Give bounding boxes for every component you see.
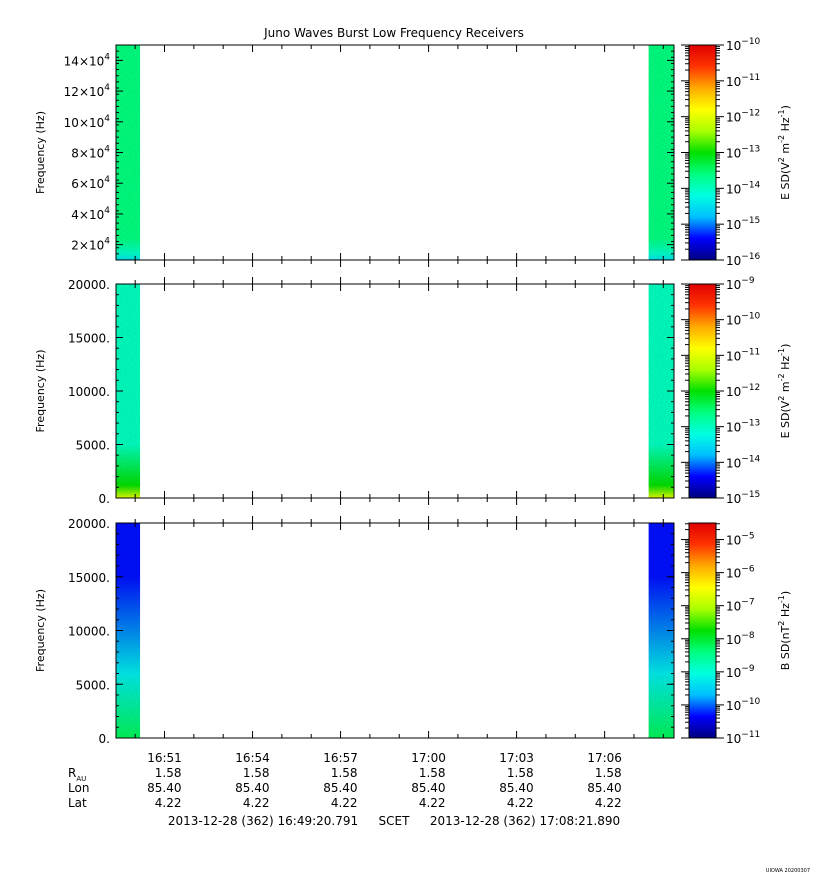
colorbar-label: E SD(V2 m-2 Hz-1) — [777, 105, 792, 200]
colorbar-label: B SD(nT2 Hz-1) — [777, 591, 792, 670]
plot-area — [116, 284, 674, 498]
version-stamp: UIOWA 20200307 — [766, 868, 810, 874]
footer-start-time: 2013-12-28 (362) 16:49:20.791 — [168, 814, 358, 828]
colorbar-tick-label: 10−14 — [726, 180, 761, 196]
x-tick-label: 17:00 — [411, 751, 446, 765]
y-tick-label: 5000. — [76, 678, 110, 692]
ephemeris-value: 1.58 — [155, 766, 182, 780]
ephemeris-value: 4.22 — [243, 796, 270, 810]
ephemeris-value: 1.58 — [331, 766, 358, 780]
colorbar-tick-label: 10−15 — [726, 216, 760, 232]
panels-layer: 2×104 4×104 6×104 8×104 10×104 12×104 14×104 Fr… — [34, 37, 792, 746]
colorbar-tick-label: 10−6 — [726, 565, 755, 581]
y-tick-label: 4×104 — [71, 206, 110, 222]
panel-middle: 0. 5000. 10000. 15000. 20000. Frequency (Hz) 1… — [34, 276, 792, 506]
y-tick-label: 10×104 — [64, 114, 111, 130]
colorbar-tick-label: 10−10 — [726, 697, 761, 713]
colorbar-tick-label: 10−9 — [726, 664, 755, 680]
ephemeris-value: 4.22 — [507, 796, 534, 810]
ephemeris-value: 1.58 — [507, 766, 534, 780]
colorbar-tick-label: 10−8 — [726, 631, 755, 647]
ephemeris-value: 4.22 — [155, 796, 182, 810]
x-tick-label: 16:51 — [147, 751, 182, 765]
ephemeris-value: 4.22 — [331, 796, 358, 810]
colorbar-tick-label: 10−12 — [726, 109, 760, 125]
footer-time-system: SCET — [379, 814, 411, 828]
x-tick-label: 17:06 — [587, 751, 622, 765]
ephemeris-value: 85.40 — [499, 781, 533, 795]
data-block-texture — [116, 45, 141, 260]
ephemeris-row-label: RAU — [68, 766, 86, 783]
colorbar-tick-label: 10−7 — [726, 598, 755, 614]
panel-bottom: 0. 5000. 10000. 15000. 20000. Frequency (Hz) 1… — [34, 516, 792, 746]
y-tick-label: 20000. — [68, 278, 110, 292]
x-tick-label: 16:57 — [323, 751, 358, 765]
time-axis: 16:51 16:54 16:57 17:00 17:03 17:06 — [147, 751, 622, 765]
ephemeris-table: RAU 1.58 1.58 1.58 1.58 1.58 1.58 Lon 85.40 85.40… — [68, 766, 622, 810]
colorbar-tick-label: 10−11 — [726, 73, 760, 89]
y-tick-label: 15000. — [68, 332, 110, 346]
colorbar-tick-label: 10−5 — [726, 532, 755, 548]
ephemeris-value: 85.40 — [235, 781, 269, 795]
y-tick-label: 12×104 — [64, 83, 111, 99]
y-tick-label: 2×104 — [71, 237, 110, 253]
panel-top: 2×104 4×104 6×104 8×104 10×104 12×104 14×104 Fr… — [34, 37, 792, 268]
footer-line: 2013-12-28 (362) 16:49:20.791 SCET 2013-… — [168, 814, 620, 828]
ephemeris-value: 85.40 — [323, 781, 357, 795]
colorbar-tick-label: 10−16 — [726, 252, 761, 268]
y-axis-label: Frequency (Hz) — [34, 589, 47, 672]
colorbar-label: E SD(V2 m-2 Hz-1) — [777, 344, 792, 439]
ephemeris-value: 1.58 — [243, 766, 270, 780]
footer-end-time: 2013-12-28 (362) 17:08:21.890 — [430, 814, 620, 828]
y-tick-label: 14×104 — [64, 52, 111, 68]
y-tick-label: 10000. — [68, 385, 110, 399]
ephemeris-value: 85.40 — [411, 781, 445, 795]
colorbar-tick-label: 10−12 — [726, 383, 760, 399]
y-tick-label: 5000. — [76, 439, 110, 453]
ephemeris-value: 85.40 — [587, 781, 621, 795]
colorbar-tick-label: 10−13 — [726, 145, 760, 161]
colorbar-tick-label: 10−13 — [726, 419, 760, 435]
y-tick-label: 10000. — [68, 625, 110, 639]
ephemeris-value: 85.40 — [147, 781, 181, 795]
colorbar — [688, 44, 717, 261]
y-tick-label: 8×104 — [71, 145, 110, 161]
colorbar-tick-label: 10−10 — [726, 37, 761, 53]
colorbar-tick-label: 10−15 — [726, 490, 760, 506]
colorbar-tick-label: 10−11 — [726, 347, 760, 363]
ephemeris-row-label: Lon — [68, 781, 89, 795]
ephemeris-value: 1.58 — [419, 766, 446, 780]
y-tick-label: 6×104 — [71, 175, 110, 191]
colorbar — [688, 283, 717, 499]
x-tick-label: 16:54 — [235, 751, 270, 765]
colorbar-tick-label: 10−9 — [726, 276, 755, 292]
colorbar-tick-label: 10−11 — [726, 730, 760, 746]
colorbar-tick-label: 10−10 — [726, 312, 761, 328]
y-tick-label: 20000. — [68, 517, 110, 531]
ephemeris-value: 4.22 — [419, 796, 446, 810]
colorbar — [688, 522, 717, 739]
y-tick-label: 0. — [99, 492, 110, 506]
plot-area — [116, 523, 674, 738]
colorbar-tick-label: 10−14 — [726, 454, 761, 470]
x-tick-label: 17:03 — [499, 751, 534, 765]
y-tick-label: 0. — [99, 732, 110, 746]
ephemeris-value: 4.22 — [595, 796, 622, 810]
plot-area — [116, 45, 674, 260]
ephemeris-row-label: Lat — [68, 796, 87, 810]
ephemeris-value: 1.58 — [595, 766, 622, 780]
y-axis-label: Frequency (Hz) — [34, 111, 47, 194]
y-axis-label: Frequency (Hz) — [34, 350, 47, 433]
y-tick-label: 15000. — [68, 571, 110, 585]
figure-title: Juno Waves Burst Low Frequency Receivers — [263, 26, 524, 40]
